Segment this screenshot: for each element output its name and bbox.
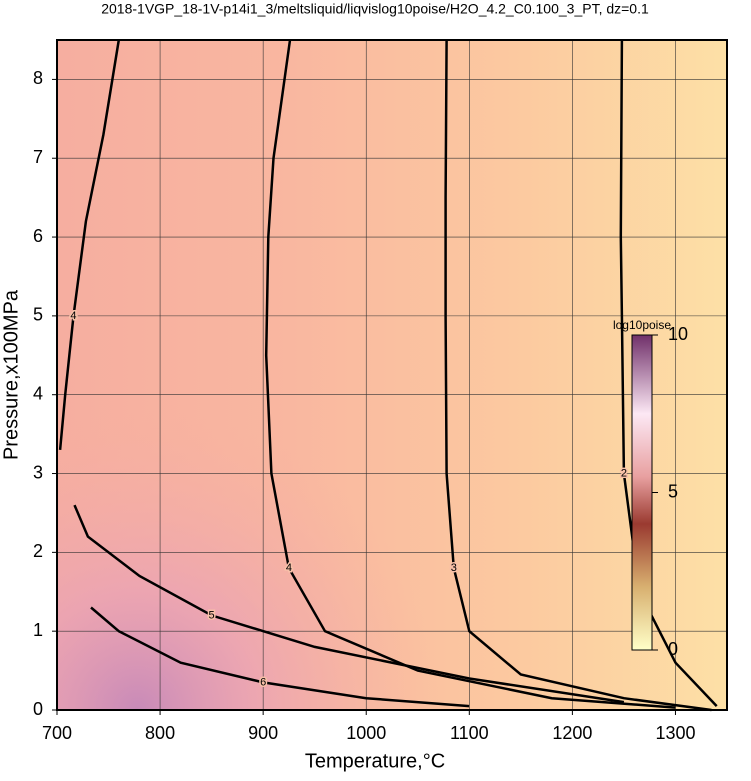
plot-shade [57,40,727,710]
colorbar-tick-label: 10 [668,324,688,344]
contour-label: 4 [70,310,76,322]
contour-line [264,39,676,709]
plot-frame [56,39,728,711]
contour-line [58,39,121,451]
contour-label: 4 [286,562,292,574]
x-tick-label: 1300 [655,723,695,743]
y-tick-label: 5 [33,305,43,325]
contour-label: 3 [451,562,457,574]
x-tick-label: 900 [248,723,278,743]
x-tick-label: 1000 [346,723,386,743]
y-tick-label: 3 [33,462,43,482]
y-tick-label: 6 [33,226,43,246]
y-tick-label: 1 [33,620,43,640]
x-tick-label: 800 [145,723,175,743]
y-tick-label: 0 [33,699,43,719]
contour-label: 5 [209,609,215,621]
y-tick-label: 4 [33,383,43,403]
y-tick-label: 2 [33,541,43,561]
colorbar [631,334,653,651]
x-tick-label: 1200 [552,723,592,743]
x-tick-label: 1100 [450,723,489,743]
y-tick-label: 7 [33,147,43,167]
contour-line [444,39,712,712]
colorbar-label: log10poise [613,318,671,332]
chart-title: 2018-1VGP_18-1V-p14i1_3/meltsliquid/liqv… [101,1,649,17]
colorbar-tick-label: 0 [668,639,678,659]
y-tick-label: 8 [33,68,43,88]
x-tick-label: 700 [42,723,72,743]
contour-label: 6 [260,676,266,688]
contour-line [73,504,625,704]
y-axis-label: Pressure,x100MPa [0,289,22,460]
colorbar-tick-label: 5 [668,481,678,501]
contour-line [619,39,718,707]
contour-label: 2 [621,467,627,479]
x-axis-label: Temperature,°C [305,750,445,772]
contour-line [90,606,470,708]
